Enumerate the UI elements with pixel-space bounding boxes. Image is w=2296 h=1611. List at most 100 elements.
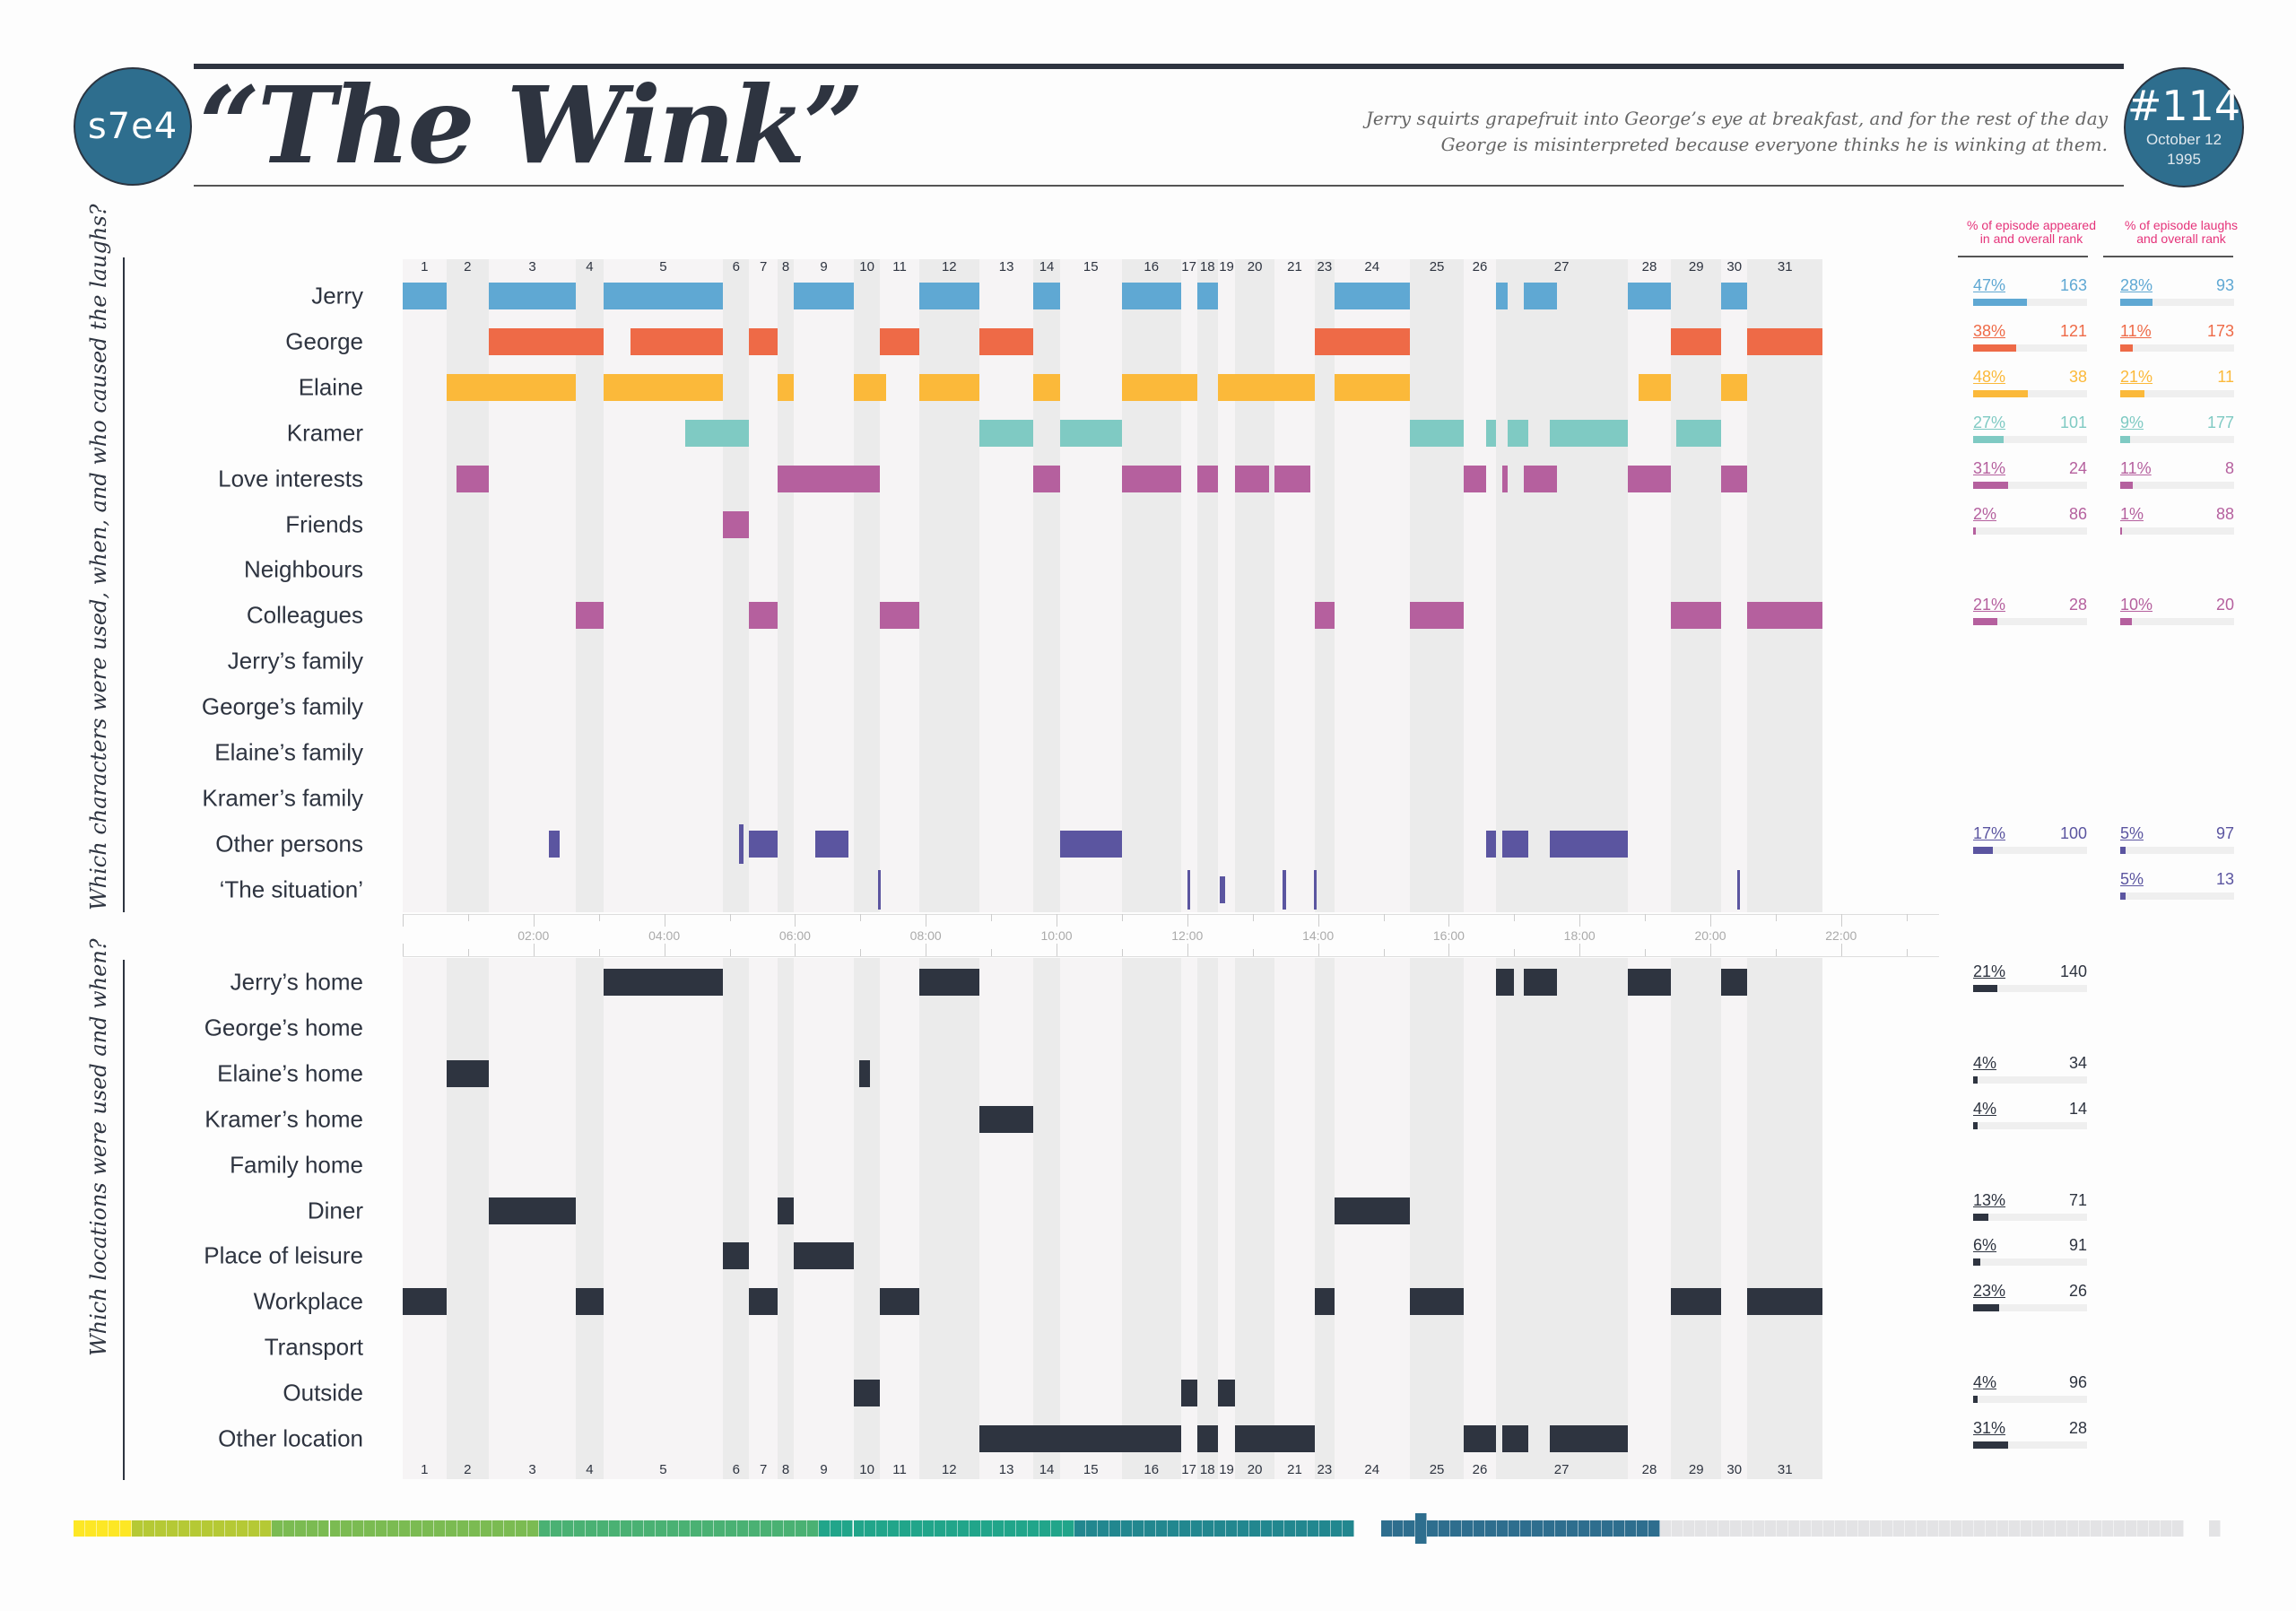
appeared-rank: 28 <box>2068 1419 2087 1437</box>
characters-row-label: Kramer <box>286 419 363 447</box>
scene-label-top: 6 <box>732 259 740 274</box>
episode-cell <box>1237 1520 1249 1537</box>
scene-label-bottom: 31 <box>1777 1462 1793 1477</box>
scene-background <box>880 958 919 1479</box>
episode-cell <box>1190 1520 1203 1537</box>
episode-cell <box>248 1520 260 1537</box>
appeared-header-line-2: in and overall rank <box>1979 231 2083 246</box>
episode-cell <box>993 1520 1005 1537</box>
scene-label-bottom: 1 <box>421 1462 429 1477</box>
appeared-rank: 28 <box>2068 596 2087 614</box>
episode-cell <box>2149 1520 2161 1537</box>
episode-cell <box>2009 1520 2022 1537</box>
location-presence-bar <box>1627 969 1672 996</box>
appeared-percent: 23% <box>1973 1282 2006 1301</box>
scene-background <box>403 259 447 912</box>
scene-label-bottom: 7 <box>759 1462 768 1477</box>
scene-background <box>576 958 604 1479</box>
appeared-percent: 2% <box>1973 504 1997 523</box>
episode-cell <box>387 1520 400 1537</box>
scene-background <box>918 259 979 912</box>
time-axis-tick <box>1448 944 1450 956</box>
episode-cell <box>143 1520 155 1537</box>
laughs-bar-track <box>2120 892 2234 900</box>
time-axis-line-bottom <box>403 956 1940 957</box>
character-presence-bar <box>1495 283 1508 309</box>
appeared-percent: 27% <box>1973 413 2006 431</box>
laughs-bar-track <box>2120 344 2234 352</box>
episode-cell <box>1986 1520 1998 1537</box>
character-presence-bar <box>603 283 724 309</box>
character-presence-bar <box>1550 419 1628 447</box>
episode-cell <box>2079 1520 2092 1537</box>
scene-background <box>576 259 604 912</box>
episode-cell <box>1450 1520 1463 1537</box>
time-axis-tick <box>1645 914 1647 921</box>
characters-row-label: Other persons <box>215 830 363 858</box>
episode-cell <box>2102 1520 2115 1537</box>
time-axis-tick <box>533 914 535 927</box>
characters-section-rule <box>123 257 125 912</box>
appeared-bar-track <box>1973 618 2087 626</box>
character-presence-bar <box>854 373 887 401</box>
episode-cell <box>178 1520 190 1537</box>
episode-cell <box>574 1520 586 1537</box>
episode-cell <box>771 1520 784 1537</box>
characters-row-label: ‘The situation’ <box>219 875 363 903</box>
scene-background <box>1121 958 1181 1479</box>
episode-cell <box>1822 1520 1835 1537</box>
episode-cell <box>446 1520 458 1537</box>
appeared-bar-track <box>1973 435 2087 443</box>
scene-background <box>1196 259 1218 912</box>
scene-label-bottom: 4 <box>586 1462 594 1477</box>
appeared-percent: 47% <box>1973 276 2006 294</box>
episode-cell <box>1625 1520 1638 1537</box>
laughs-rank: 8 <box>2224 458 2234 477</box>
scene-label-bottom: 16 <box>1144 1462 1160 1477</box>
episode-cell <box>1857 1520 1870 1537</box>
laughs-header-line-2: and overall rank <box>2136 231 2226 246</box>
character-presence-bar <box>978 327 1034 355</box>
scene-label-top: 2 <box>464 259 472 274</box>
time-axis-tick <box>1187 914 1188 927</box>
episode-cell <box>1787 1520 1800 1537</box>
character-presence-bar <box>1501 830 1529 858</box>
location-presence-bar <box>603 969 724 996</box>
character-presence-bar <box>739 823 744 864</box>
appeared-bar-track <box>1973 1075 2087 1084</box>
episode-cell <box>1016 1520 1029 1537</box>
laughs-bar-fill <box>2120 299 2152 306</box>
episode-cell <box>1578 1520 1591 1537</box>
episode-cell <box>516 1520 528 1537</box>
scene-label-top: 24 <box>1364 259 1380 274</box>
episode-cell <box>527 1520 540 1537</box>
scene-label-bottom: 9 <box>820 1462 828 1477</box>
time-axis-tick <box>598 949 600 956</box>
scene-label-top: 12 <box>941 259 957 274</box>
character-presence-bar <box>978 419 1034 447</box>
episode-cell <box>760 1520 772 1537</box>
episode-cell <box>84 1520 97 1537</box>
episode-cell <box>818 1520 831 1537</box>
episode-cell <box>1318 1520 1331 1537</box>
episode-cell <box>329 1520 342 1537</box>
character-presence-bar <box>1485 419 1496 447</box>
character-presence-bar <box>1524 465 1557 492</box>
scene-label-top: 30 <box>1726 259 1743 274</box>
character-presence-bar <box>1274 465 1311 492</box>
episode-cell <box>74 1520 85 1537</box>
scene-background <box>488 259 577 912</box>
scene-background <box>403 958 447 1479</box>
character-presence-bar <box>1334 373 1410 401</box>
character-presence-bar <box>1314 327 1410 355</box>
episode-cell <box>1330 1520 1343 1537</box>
scene-background <box>1747 958 1823 1479</box>
scene-label-bottom: 21 <box>1287 1462 1302 1477</box>
episode-cell <box>1439 1520 1451 1537</box>
episode-number-badge: #114 October 12 1995 <box>2124 67 2244 187</box>
character-presence-bar <box>777 465 881 492</box>
scene-background <box>1334 259 1410 912</box>
locations-row-label: Workplace <box>253 1287 363 1315</box>
scene-background <box>880 259 919 912</box>
time-axis-tick <box>1514 949 1516 956</box>
